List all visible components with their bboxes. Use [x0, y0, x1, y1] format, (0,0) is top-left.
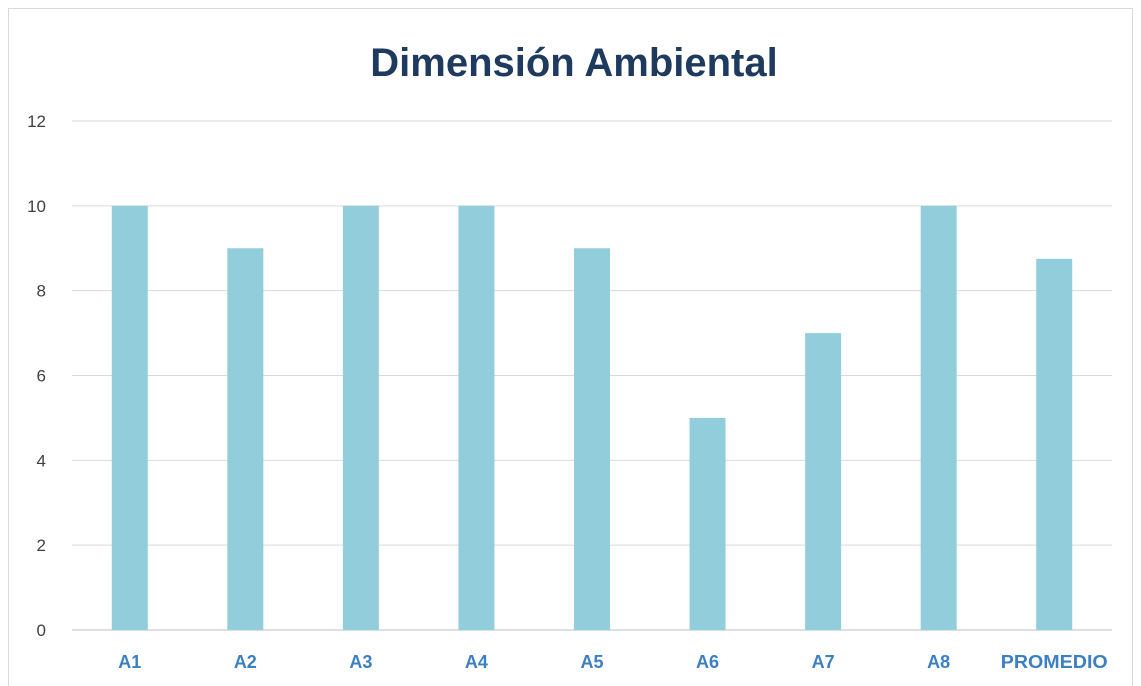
bar-a3 [342, 205, 379, 631]
x-tick-label: PROMEDIO [1001, 652, 1108, 672]
y-tick-label: 6 [37, 367, 46, 386]
bars [111, 205, 1073, 631]
bar-a8 [920, 205, 957, 631]
x-axis-ticks: A1 A2 A3 A4 A5 A6 A7 A8 PROMEDIO [118, 652, 1107, 672]
y-tick-label: 10 [27, 197, 46, 216]
bar-a4 [458, 205, 495, 631]
x-tick-label: A4 [465, 652, 488, 672]
bar-promedio [1036, 258, 1073, 630]
x-tick-label: A5 [580, 652, 603, 672]
bar-a7 [805, 333, 842, 630]
chart-title: Dimensión Ambiental [370, 41, 777, 85]
y-tick-label: 8 [37, 282, 46, 301]
x-tick-label: A3 [349, 652, 372, 672]
y-tick-label: 2 [37, 536, 46, 555]
x-tick-label: A8 [927, 652, 950, 672]
x-tick-label: A7 [812, 652, 835, 672]
y-axis-ticks: 0 2 4 6 8 10 12 [27, 112, 46, 640]
bar-a1 [111, 205, 148, 631]
bar-a5 [574, 248, 610, 630]
x-tick-label: A6 [696, 652, 719, 672]
y-tick-label: 12 [27, 112, 46, 131]
bar-a2 [227, 248, 264, 630]
y-tick-label: 4 [37, 451, 46, 470]
x-tick-label: A1 [118, 652, 141, 672]
bar-a6 [689, 417, 726, 630]
y-tick-label: 0 [37, 621, 46, 640]
x-tick-label: A2 [234, 652, 257, 672]
